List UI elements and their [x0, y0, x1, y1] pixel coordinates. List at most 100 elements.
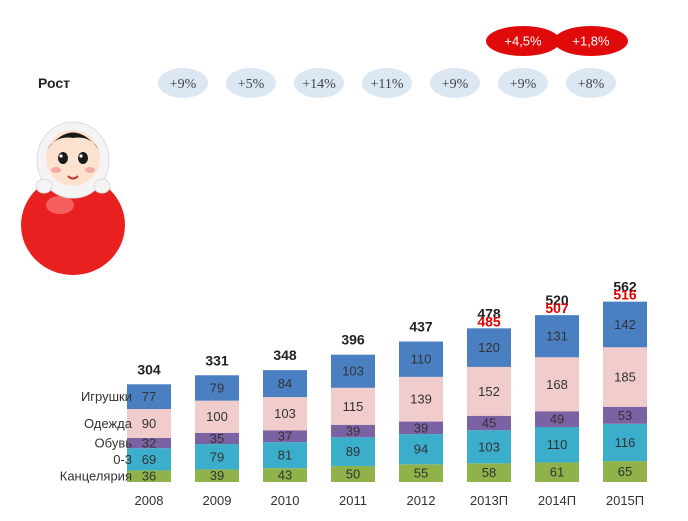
bar-segment: [535, 427, 579, 463]
data-label: 168: [546, 377, 568, 392]
data-label: 79: [210, 449, 224, 464]
forecast-growth-badge: [554, 26, 628, 56]
data-label: 84: [278, 376, 292, 391]
data-label: 131: [546, 329, 568, 344]
bar-segment: [331, 387, 375, 425]
forecast-growth-label: +1,8%: [572, 34, 610, 49]
bar-segment: [603, 461, 647, 482]
x-tick-label: 2013П: [470, 493, 508, 508]
data-label: 39: [210, 468, 224, 483]
bar-segment: [467, 415, 511, 431]
x-tick-label: 2008: [135, 493, 164, 508]
bar-segment: [399, 421, 443, 435]
bar-segment: [127, 384, 171, 410]
total-label: 562: [613, 279, 637, 295]
data-label: 77: [142, 389, 156, 404]
growth-label: +9%: [442, 77, 469, 92]
bar-segment: [535, 462, 579, 482]
data-label: 79: [210, 380, 224, 395]
legend-label: Канцелярия: [60, 469, 132, 484]
data-label: 103: [274, 406, 296, 421]
growth-label: +9%: [170, 77, 197, 92]
data-label: 115: [343, 399, 364, 414]
growth-bubble: [566, 68, 616, 98]
data-label: 120: [478, 340, 500, 355]
growth-label: +9%: [510, 77, 537, 92]
legend-label: Игрушки: [81, 389, 132, 404]
bar-segment: [467, 463, 511, 482]
bar-segment: [399, 464, 443, 482]
data-label: 55: [414, 466, 428, 481]
bar-segment: [467, 328, 511, 367]
bar-segment: [263, 430, 307, 443]
growth-label: +5%: [238, 77, 265, 92]
bar-segment: [603, 347, 647, 407]
bar-segment: [127, 437, 171, 449]
data-label: 43: [278, 468, 292, 483]
data-label: 39: [414, 420, 428, 435]
bar-segment: [195, 469, 239, 482]
bar-segment: [331, 354, 375, 388]
doll-illustration: [21, 121, 125, 275]
data-label: 142: [614, 317, 636, 332]
growth-bubble: [294, 68, 344, 98]
forecast-total-label: 485: [477, 313, 501, 329]
data-label: 81: [278, 448, 292, 463]
x-tick-label: 2014П: [538, 493, 576, 508]
data-label: 103: [342, 364, 364, 379]
total-label: 520: [545, 292, 569, 308]
bar-segment: [263, 468, 307, 482]
bar-segment: [603, 301, 647, 348]
total-label: 396: [341, 332, 365, 348]
bar-segment: [467, 366, 511, 416]
x-tick-label: 2012: [407, 493, 436, 508]
x-tick-label: 2015П: [606, 493, 644, 508]
data-label: 94: [414, 442, 428, 457]
bar-segment: [195, 375, 239, 401]
growth-bubble: [362, 68, 412, 98]
bar-segment: [195, 444, 239, 470]
growth-label: +14%: [302, 77, 336, 92]
data-label: 45: [482, 416, 496, 431]
data-label: 110: [411, 352, 432, 367]
bar-segment: [535, 357, 579, 412]
legend-label: Обувь: [95, 436, 133, 451]
growth-row-title: Рост: [38, 75, 70, 91]
bar-segment: [195, 400, 239, 433]
data-label: 100: [206, 409, 228, 424]
growth-bubble: [498, 68, 548, 98]
data-label: 61: [550, 465, 564, 480]
growth-label: +11%: [370, 77, 403, 92]
data-label: 50: [346, 466, 360, 481]
data-label: 53: [618, 408, 632, 423]
data-label: 58: [482, 465, 496, 480]
bar-segment: [195, 432, 239, 445]
bar-segment: [127, 448, 171, 471]
data-label: 185: [614, 370, 636, 385]
x-tick-label: 2009: [203, 493, 232, 508]
data-label: 35: [210, 431, 224, 446]
data-label: 39: [346, 424, 360, 439]
bar-segment: [127, 409, 171, 438]
growth-label: +8%: [578, 77, 605, 92]
legend-label: Одежда: [84, 416, 133, 431]
bar-segment: [467, 430, 511, 464]
total-label: 437: [409, 319, 433, 335]
total-label: 304: [137, 361, 161, 377]
data-label: 116: [615, 435, 636, 450]
bar-segment: [331, 465, 375, 482]
bar-segment: [535, 315, 579, 358]
data-label: 69: [142, 452, 156, 467]
forecast-total-label: 507: [545, 300, 569, 316]
bar-segment: [603, 406, 647, 424]
x-tick-label: 2010: [271, 493, 300, 508]
bar-segment: [399, 434, 443, 465]
total-label: 331: [205, 352, 229, 368]
bar-segment: [603, 423, 647, 462]
x-tick-label: 2011: [339, 493, 367, 508]
forecast-growth-label: +4,5%: [504, 34, 542, 49]
data-label: 32: [142, 436, 156, 451]
data-label: 36: [142, 469, 156, 484]
total-label: 478: [477, 305, 501, 321]
